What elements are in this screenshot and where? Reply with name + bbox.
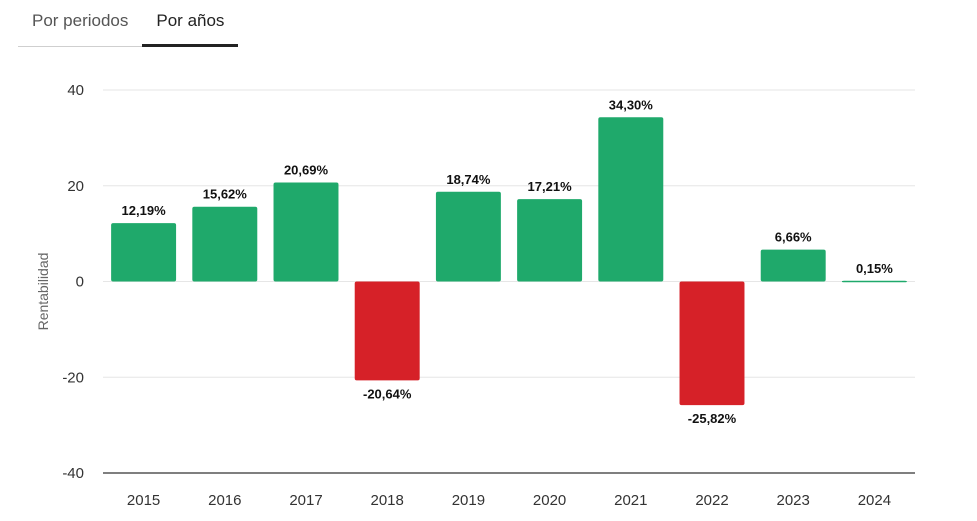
returns-chart: -40 -20 0 20 40 Rentabilidad 12,19% 2015 15,62% 2… [0,60,977,521]
bar-2021[interactable] [598,117,664,282]
tab-por-anos[interactable]: Por años [142,0,239,47]
bar-2022[interactable] [679,281,745,406]
period-tabs: Por periodos Por años [18,0,239,48]
x-tick-label: 2019 [452,492,485,509]
bar-chart-svg: -40 -20 0 20 40 Rentabilidad 12,19% 2015 15,62% 2… [35,82,915,509]
x-tick-label: 2017 [289,492,322,509]
tab-por-periodos[interactable]: Por periodos [18,0,143,47]
bar-2017[interactable] [273,182,339,282]
x-tick-label: 2021 [614,492,647,509]
x-tick-label: 2015 [127,492,160,509]
x-tick-label: 2018 [371,492,404,509]
data-label-2022: -25,82% [688,411,737,426]
bar-2018[interactable] [354,281,420,381]
x-tick-label: 2022 [695,492,728,509]
data-label-2015: 12,19% [122,203,167,218]
data-label-2021: 34,30% [609,97,654,112]
data-label-2018: -20,64% [363,386,412,401]
data-label-2020: 17,21% [528,179,573,194]
bar-2019[interactable] [435,191,501,282]
data-label-2019: 18,74% [446,172,491,187]
y-tick-label: 0 [76,274,84,291]
y-tick-label: 20 [67,178,84,195]
data-label-2017: 20,69% [284,162,329,177]
data-label-2016: 15,62% [203,187,248,202]
bar-2020[interactable] [517,199,583,282]
y-axis-label: Rentabilidad [35,253,51,331]
y-tick-label: -20 [62,369,84,386]
x-tick-label: 2023 [777,492,810,509]
y-tick-label: -40 [62,465,84,482]
bar-2015[interactable] [111,223,177,282]
bar-2016[interactable] [192,206,258,282]
x-tick-label: 2016 [208,492,241,509]
bar-2023[interactable] [760,249,826,282]
data-label-2023: 6,66% [775,230,812,245]
data-label-2024: 0,15% [856,261,893,276]
bar-2024[interactable] [841,280,907,283]
x-tick-label: 2020 [533,492,566,509]
x-tick-label: 2024 [858,492,891,509]
y-tick-label: 40 [67,82,84,99]
